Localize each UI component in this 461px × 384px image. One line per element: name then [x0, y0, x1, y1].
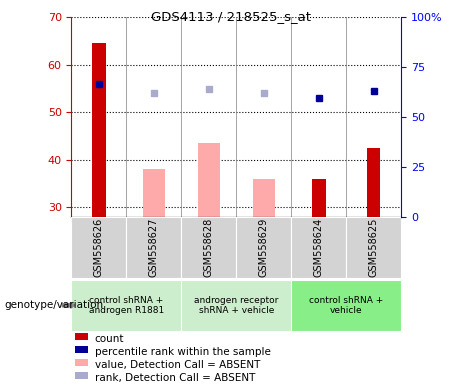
Text: GSM558626: GSM558626 — [94, 218, 104, 277]
Bar — [71, 280, 181, 331]
Bar — [71, 217, 126, 278]
Text: GSM558628: GSM558628 — [204, 218, 214, 277]
Bar — [75, 333, 88, 341]
Bar — [75, 359, 88, 366]
Bar — [126, 217, 181, 278]
Bar — [346, 217, 401, 278]
Text: count: count — [95, 334, 124, 344]
Bar — [291, 217, 346, 278]
Text: GSM558629: GSM558629 — [259, 218, 269, 277]
Bar — [143, 169, 165, 217]
Text: percentile rank within the sample: percentile rank within the sample — [95, 347, 271, 357]
Text: rank, Detection Call = ABSENT: rank, Detection Call = ABSENT — [95, 372, 255, 382]
Text: control shRNA +
vehicle: control shRNA + vehicle — [309, 296, 383, 315]
Bar — [198, 143, 220, 217]
Text: GSM558624: GSM558624 — [313, 218, 324, 277]
Text: GSM558627: GSM558627 — [149, 218, 159, 277]
Bar — [312, 179, 325, 217]
Bar — [75, 346, 88, 353]
Bar — [367, 148, 380, 217]
Text: genotype/variation: genotype/variation — [5, 300, 104, 310]
Bar — [181, 280, 291, 331]
Text: androgen receptor
shRNA + vehicle: androgen receptor shRNA + vehicle — [194, 296, 278, 315]
Bar — [291, 280, 401, 331]
Text: value, Detection Call = ABSENT: value, Detection Call = ABSENT — [95, 359, 260, 369]
Bar — [75, 372, 88, 379]
Text: control shRNA +
androgen R1881: control shRNA + androgen R1881 — [89, 296, 164, 315]
Text: GSM558625: GSM558625 — [369, 218, 378, 277]
Bar — [253, 179, 275, 217]
Bar — [236, 217, 291, 278]
Text: GDS4113 / 218525_s_at: GDS4113 / 218525_s_at — [150, 10, 311, 23]
Bar — [181, 217, 236, 278]
Bar — [92, 43, 106, 217]
